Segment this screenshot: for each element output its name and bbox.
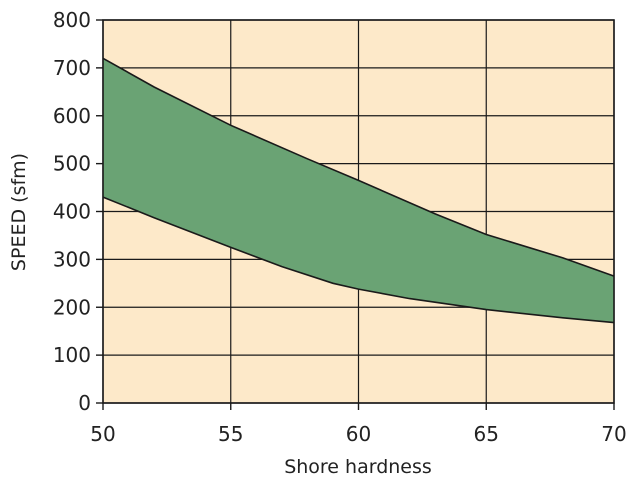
y-tick-label-700: 700	[53, 56, 91, 80]
lower-bound-line	[102, 196, 615, 324]
y-tick-label-200: 200	[53, 295, 91, 319]
y-tick-label-500: 500	[53, 152, 91, 176]
x-axis-title: Shore hardness	[284, 456, 432, 477]
x-tick-label-60: 60	[346, 422, 371, 446]
y-tick-label-300: 300	[53, 247, 91, 271]
y-tick-label-400: 400	[53, 200, 91, 224]
y-tick-label-100: 100	[53, 343, 91, 367]
upper-bound-line	[102, 57, 615, 277]
x-ticks: 50 55 60 65 70	[90, 403, 627, 446]
y-axis-title: SPEED (sfm)	[8, 153, 30, 271]
x-tick-label-50: 50	[90, 422, 115, 446]
x-tick-label-55: 55	[218, 422, 243, 446]
y-ticks: 0 100 200 300 400 500 600 700 800	[53, 8, 103, 415]
y-tick-label-0: 0	[78, 391, 91, 415]
speed-band	[103, 58, 614, 323]
y-tick-label-800: 800	[53, 8, 91, 32]
x-tick-label-70: 70	[601, 422, 626, 446]
x-tick-label-65: 65	[474, 422, 499, 446]
y-tick-label-600: 600	[53, 104, 91, 128]
